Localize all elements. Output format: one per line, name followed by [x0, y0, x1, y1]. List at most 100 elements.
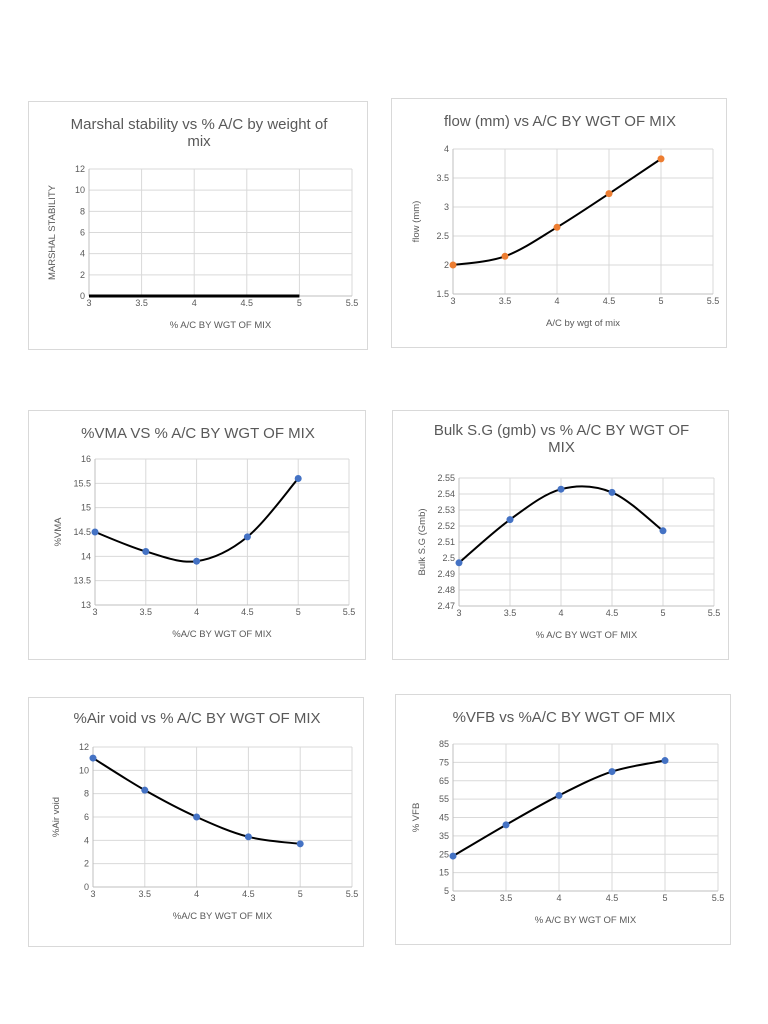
data-point[interactable]: [243, 533, 251, 541]
y-tick-label: 8: [80, 206, 85, 216]
x-tick-label: 4.5: [241, 607, 254, 617]
data-point[interactable]: [555, 791, 563, 799]
y-tick-label: 55: [439, 794, 449, 804]
data-point[interactable]: [91, 528, 99, 536]
y-tick-label: 2.47: [437, 601, 455, 611]
data-point[interactable]: [605, 190, 613, 198]
x-tick-label: 3.5: [504, 608, 517, 618]
data-point[interactable]: [296, 840, 304, 848]
chart-panel[interactable]: 3 3.5 4 4.5 5 5.5 1.5 2 2.5 3 3.5 4 A/C by wgt of mi…: [391, 98, 727, 348]
data-point[interactable]: [193, 813, 201, 821]
chart-svg: 3 3.5 4 4.5 5 5.5 13 13.5 14 14.5 15 15.5 16 %A/C BY …: [53, 454, 355, 640]
x-axis-label: %A/C BY WGT OF MIX: [172, 629, 272, 640]
y-tick-label: 2.54: [437, 489, 455, 499]
x-tick-label: 3.5: [140, 607, 153, 617]
data-point[interactable]: [659, 527, 667, 535]
x-tick-label: 5.5: [712, 893, 725, 903]
x-tick-label: 3: [450, 296, 455, 306]
y-tick-label: 2: [444, 260, 449, 270]
chart-title: Bulk S.G (gmb) vs % A/C BY WGT OF MIX: [433, 422, 690, 456]
x-tick-label: 4: [558, 608, 563, 618]
y-tick-label: 75: [439, 757, 449, 767]
x-tick-label: 5: [658, 296, 663, 306]
data-point[interactable]: [244, 833, 252, 841]
y-tick-label: 85: [439, 739, 449, 749]
data-point[interactable]: [553, 223, 561, 231]
y-tick-label: 2.48: [437, 585, 455, 595]
x-tick-label: 3: [450, 893, 455, 903]
y-tick-label: 25: [439, 849, 449, 859]
data-point[interactable]: [657, 155, 665, 163]
y-tick-label: 35: [439, 831, 449, 841]
x-tick-label: 4.5: [606, 893, 619, 903]
data-point[interactable]: [449, 261, 457, 269]
y-tick-label: 2.51: [437, 537, 455, 547]
y-tick-label: 2.52: [437, 521, 455, 531]
data-point[interactable]: [501, 252, 509, 260]
y-tick-label: 65: [439, 776, 449, 786]
y-tick-label: 13.5: [73, 576, 91, 586]
x-tick-label: 4: [194, 889, 199, 899]
y-tick-label: 2: [84, 859, 89, 869]
x-tick-label: 5.5: [707, 296, 720, 306]
x-tick-label: 4: [556, 893, 561, 903]
chart-panel[interactable]: 3 3.5 4 4.5 5 5.5 0 2 4 6 8 10 12 %A/C BY WGT OF MIX%…: [28, 697, 364, 947]
x-tick-label: 5: [297, 298, 302, 308]
data-point[interactable]: [193, 557, 201, 565]
data-point[interactable]: [294, 474, 302, 482]
x-tick-label: 4.5: [603, 296, 616, 306]
x-tick-label: 3.5: [499, 296, 512, 306]
x-tick-label: 3: [90, 889, 95, 899]
y-tick-label: 45: [439, 813, 449, 823]
x-tick-label: 3: [92, 607, 97, 617]
y-tick-label: 14: [81, 551, 91, 561]
chart-svg: 3 3.5 4 4.5 5 5.5 0 2 4 6 8 10 12 %A/C BY WGT OF MIX%…: [51, 742, 358, 922]
y-tick-label: 5: [444, 886, 449, 896]
chart-panel[interactable]: 3 3.5 4 4.5 5 5.5 0 2 4 6 8 10 12 % A/C BY WGT OF MIX…: [28, 101, 368, 350]
chart-panel[interactable]: 3 3.5 4 4.5 5 5.5 13 13.5 14 14.5 15 15.5 16 %A/C BY …: [28, 410, 366, 660]
chart-svg: 3 3.5 4 4.5 5 5.5 5 15 25 35 45 55 65 75 85 % A/C BY WG…: [411, 739, 725, 926]
data-point[interactable]: [506, 516, 514, 524]
y-tick-label: 4: [80, 249, 85, 259]
y-tick-label: 1.5: [436, 289, 449, 299]
y-tick-label: 3: [444, 202, 449, 212]
data-point[interactable]: [608, 488, 616, 496]
y-tick-label: 12: [75, 164, 85, 174]
data-point[interactable]: [661, 757, 669, 765]
y-tick-label: 12: [79, 742, 89, 752]
y-tick-label: 0: [80, 291, 85, 301]
y-tick-label: 4: [444, 144, 449, 154]
chart-svg: 3 3.5 4 4.5 5 5.5 1.5 2 2.5 3 3.5 4 A/C by wgt of mi…: [411, 144, 720, 329]
y-axis-label: MARSHAL STABILITY: [47, 184, 58, 280]
y-tick-label: 6: [80, 228, 85, 238]
data-point[interactable]: [608, 768, 616, 776]
x-axis-label: % A/C BY WGT OF MIX: [170, 320, 272, 331]
x-tick-label: 3.5: [500, 893, 513, 903]
data-point[interactable]: [142, 547, 150, 555]
x-tick-label: 4.5: [242, 889, 255, 899]
chart-panel[interactable]: 3 3.5 4 4.5 5 5.5 5 15 25 35 45 55 65 75 85 % A/C BY WG…: [395, 694, 731, 945]
x-tick-label: 3: [456, 608, 461, 618]
y-axis-label: % VFB: [411, 803, 422, 833]
data-point[interactable]: [502, 821, 510, 829]
x-axis-label: %A/C BY WGT OF MIX: [173, 911, 273, 922]
chart-title: flow (mm) vs A/C BY WGT OF MIX: [444, 113, 676, 130]
chart-svg: 3 3.5 4 4.5 5 5.5 0 2 4 6 8 10 12 % A/C BY WGT OF MIX…: [47, 164, 358, 331]
x-tick-label: 5: [662, 893, 667, 903]
y-tick-label: 2.53: [437, 505, 455, 515]
data-point[interactable]: [449, 852, 457, 860]
x-tick-label: 4: [192, 298, 197, 308]
data-point[interactable]: [89, 754, 97, 762]
y-tick-label: 13: [81, 600, 91, 610]
data-point[interactable]: [141, 786, 149, 794]
data-point[interactable]: [557, 485, 565, 493]
x-tick-label: 3.5: [135, 298, 148, 308]
chart-panel[interactable]: 3 3.5 4 4.5 5 5.5 2.47 2.48 2.49 2.5 2.51 2.52 2.53 2…: [392, 410, 729, 660]
y-tick-label: 3.5: [436, 173, 449, 183]
data-point[interactable]: [455, 559, 463, 567]
x-tick-label: 4.5: [241, 298, 254, 308]
x-tick-label: 5.5: [708, 608, 721, 618]
x-tick-label: 5: [296, 607, 301, 617]
y-tick-label: 2.55: [437, 473, 455, 483]
y-axis-label: flow (mm): [411, 201, 422, 243]
